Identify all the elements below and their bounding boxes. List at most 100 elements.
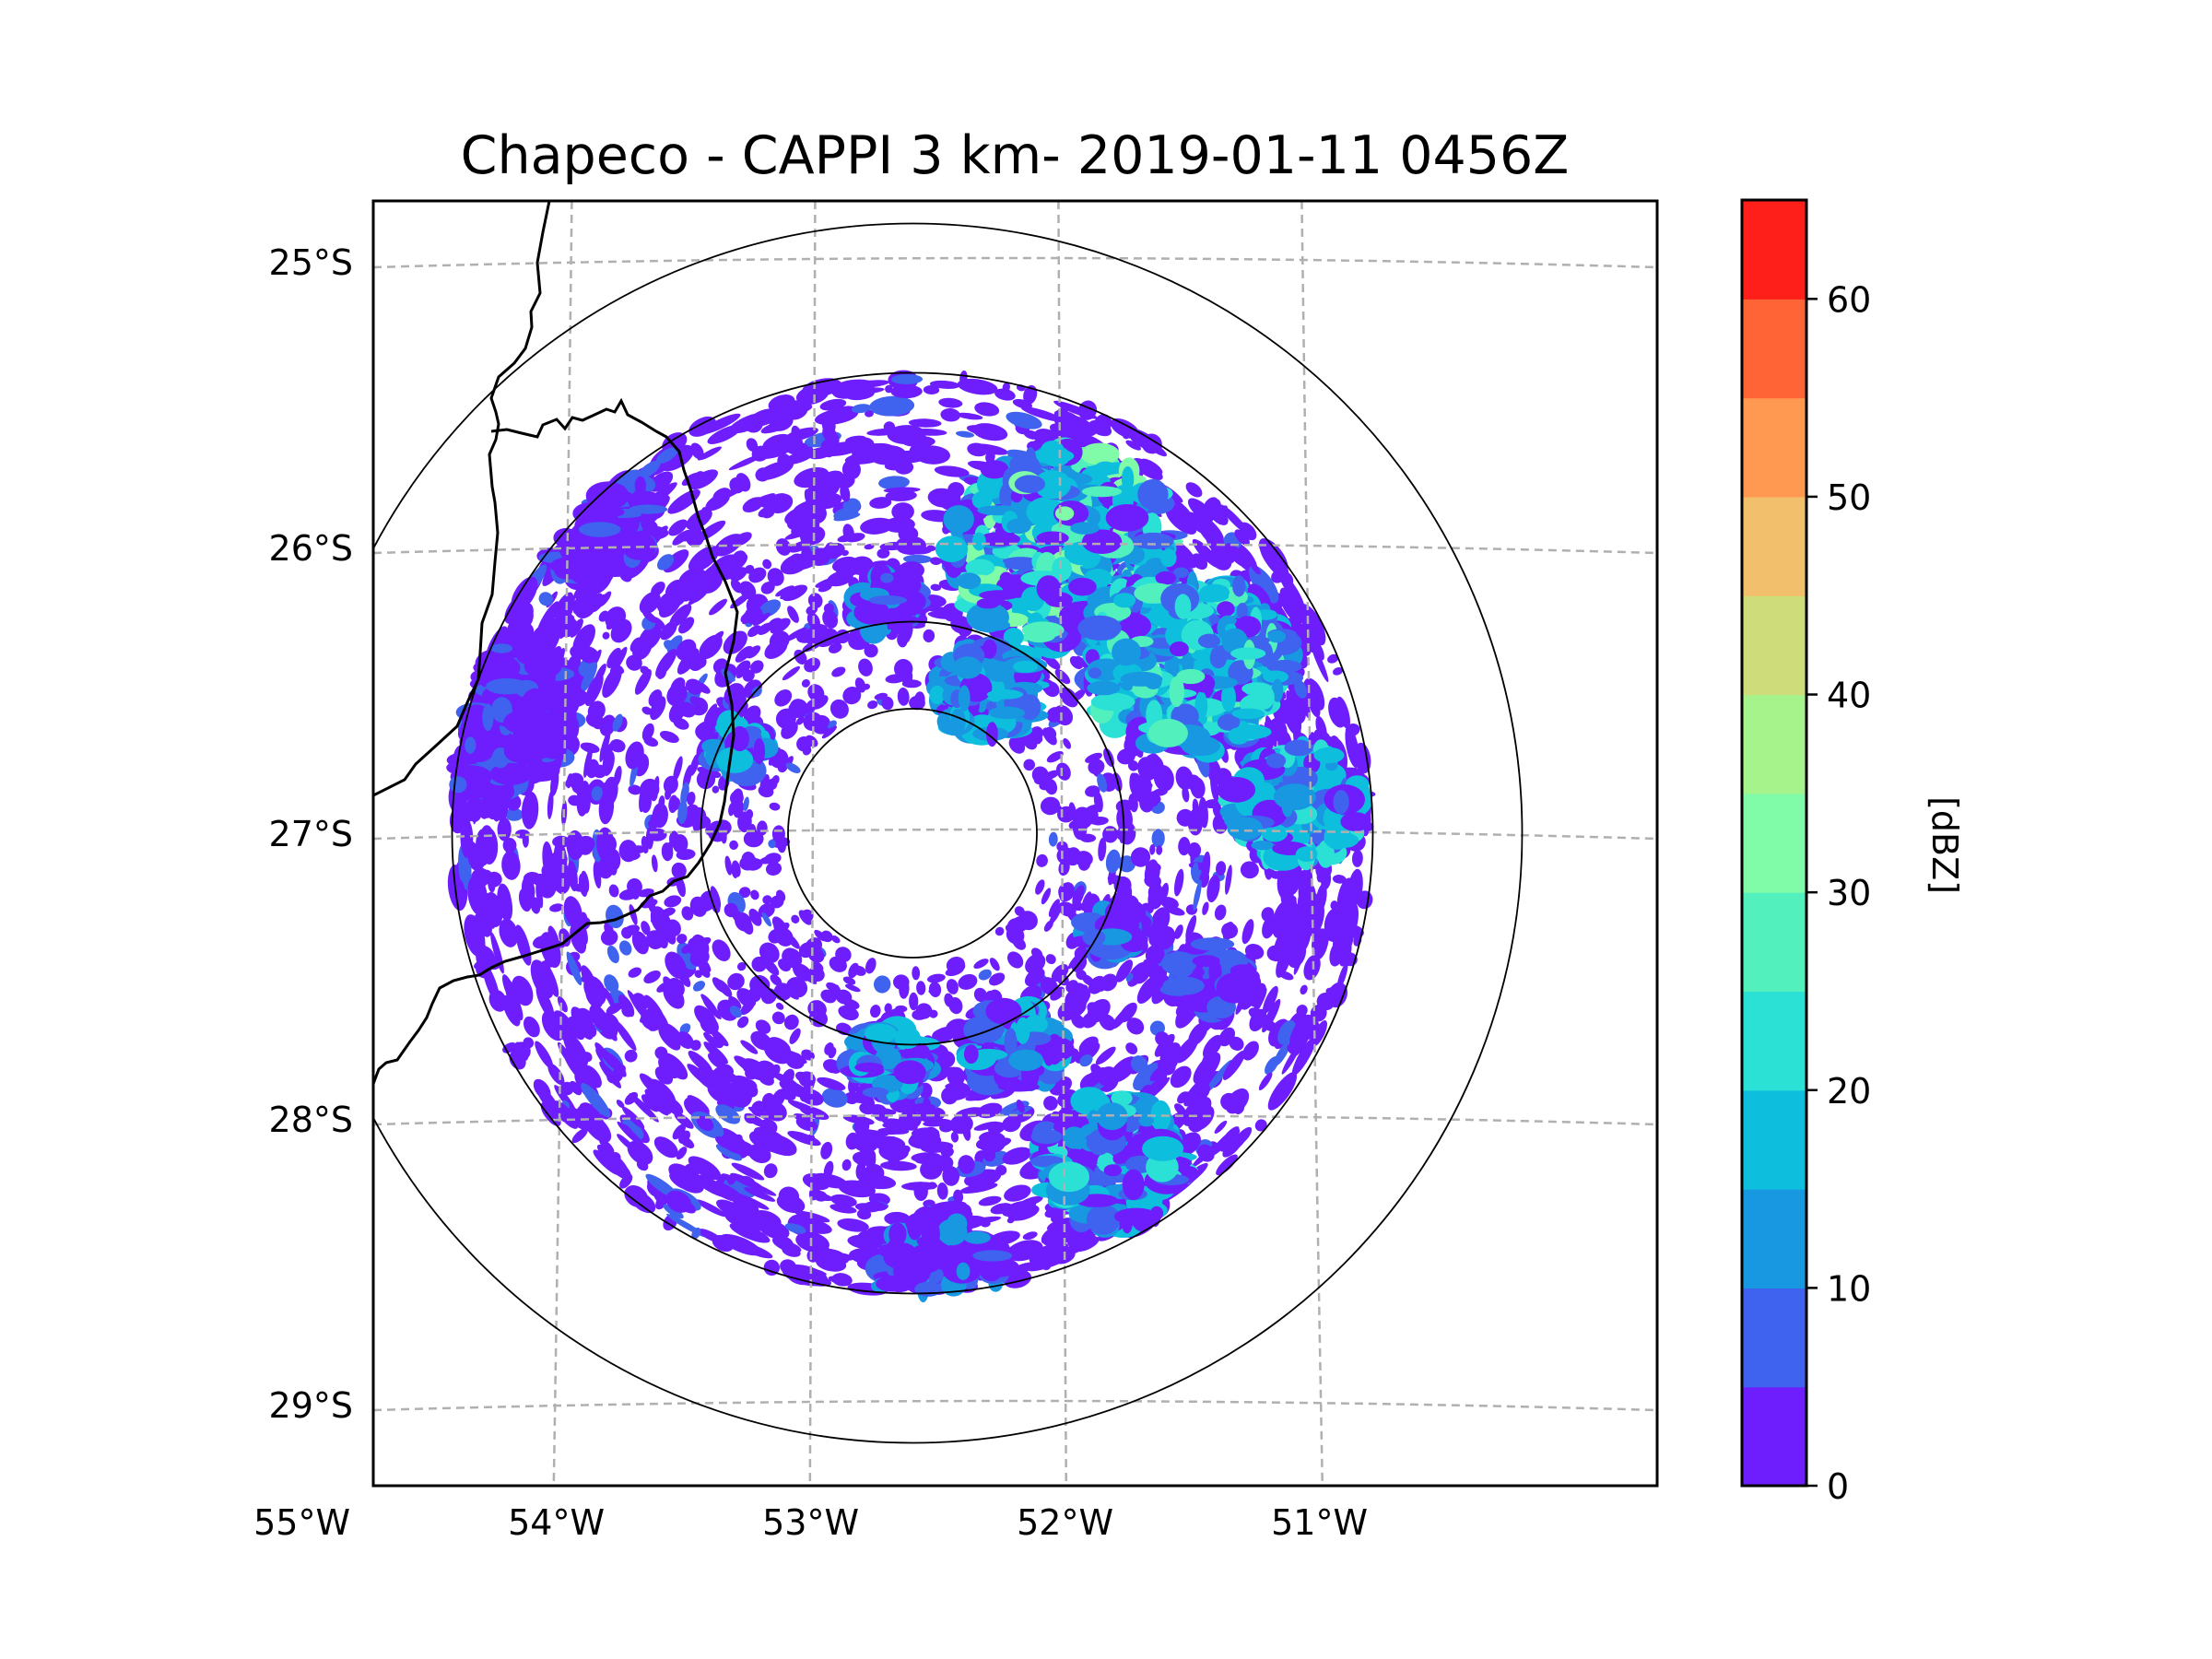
echo-speckle — [909, 695, 925, 711]
echo-speckle — [1079, 833, 1097, 843]
echo-speckle — [604, 974, 619, 994]
colorbar-tick-label: 30 — [1827, 873, 1871, 913]
echo-speckle — [759, 942, 780, 964]
echo-speckle — [596, 827, 615, 862]
echo-speckle — [576, 835, 595, 853]
echo-cell — [1070, 522, 1100, 535]
echo-speckle — [715, 1104, 741, 1124]
echo-speckle — [643, 736, 659, 747]
echo-speckle — [830, 699, 849, 719]
echo-cell — [1217, 777, 1256, 803]
echo-speckle — [1327, 653, 1339, 664]
echo-cell — [1042, 1043, 1055, 1066]
echo-speckle — [1056, 841, 1068, 853]
echo-speckle — [696, 682, 711, 694]
echo-speckle — [673, 756, 683, 782]
colorbar-bin — [1742, 595, 1806, 696]
echo-speckle — [1173, 868, 1184, 897]
echo-speckle — [476, 863, 485, 902]
echo-speckle — [652, 775, 660, 802]
colorbar-tick-label: 60 — [1827, 279, 1871, 320]
echo-cell — [1216, 972, 1253, 1004]
latitude-tick-label: 28°S — [269, 1100, 353, 1140]
longitude-tick-label: 54°W — [508, 1502, 605, 1543]
echo-speckle — [894, 460, 914, 475]
echo-speckle — [606, 904, 624, 929]
echo-speckle — [557, 995, 568, 1013]
echo-cell — [862, 1087, 889, 1098]
echo-speckle — [1063, 737, 1072, 749]
echo-cell — [893, 1060, 926, 1085]
echo-speckle — [1192, 1142, 1219, 1168]
echo-speckle — [750, 889, 759, 900]
echo-speckle — [559, 928, 571, 947]
echo-speckle — [581, 973, 592, 982]
echo-speckle — [817, 1077, 846, 1091]
echo-speckle — [941, 1087, 959, 1105]
echo-cell — [1087, 680, 1121, 696]
echo-speckle — [730, 579, 743, 594]
echo-speckle — [929, 380, 960, 389]
echo-speckle — [764, 639, 788, 659]
echo-speckle — [641, 706, 653, 715]
echo-speckle — [729, 1006, 742, 1018]
echo-speckle — [847, 1234, 884, 1250]
echo-speckle — [523, 1016, 540, 1038]
echo-speckle — [911, 1127, 940, 1139]
latitude-tick-label: 25°S — [269, 242, 353, 283]
echo-speckle — [877, 547, 890, 559]
echo-speckle — [1079, 1053, 1093, 1067]
echo-speckle — [746, 645, 761, 659]
echo-speckle — [1097, 1066, 1118, 1087]
echo-speckle — [774, 689, 793, 707]
echo-cell — [1112, 638, 1142, 666]
echo-speckle — [634, 669, 652, 695]
echo-speckle — [698, 1229, 723, 1243]
echo-speckle — [972, 443, 1008, 455]
echo-speckle — [946, 979, 959, 994]
echo-speckle — [509, 1050, 526, 1070]
echo-cell — [893, 1254, 932, 1287]
echo-speckle — [744, 1187, 776, 1202]
echo-speckle — [643, 994, 665, 1024]
echo-speckle — [797, 403, 813, 412]
echo-speckle — [912, 429, 947, 436]
parallel-line — [373, 256, 1657, 269]
echo-speckle — [813, 550, 830, 561]
echo-speckle — [962, 1123, 971, 1141]
echo-speckle — [762, 559, 772, 570]
echo-speckle — [927, 973, 946, 983]
echo-speckle — [1105, 849, 1121, 874]
echo-cell — [1284, 739, 1313, 757]
echo-speckle — [777, 922, 790, 933]
echo-speckle — [884, 1211, 911, 1226]
echo-speckle — [802, 746, 812, 756]
echo-speckle — [806, 699, 818, 712]
echo-speckle — [572, 624, 595, 655]
echo-cell — [943, 505, 974, 534]
echo-cell — [503, 710, 547, 735]
echo-speckle — [624, 1091, 639, 1105]
echo-speckle — [1296, 1004, 1308, 1018]
echo-cell — [1068, 577, 1097, 596]
echo-speckle — [925, 606, 951, 614]
range-ring — [787, 708, 1038, 959]
echo-speckle — [1347, 868, 1363, 907]
echo-speckle — [1303, 677, 1322, 705]
echo-speckle — [890, 373, 924, 385]
echo-speckle — [958, 1155, 975, 1174]
echo-speckle — [1055, 762, 1071, 781]
echo-speckle — [697, 446, 722, 461]
echo-speckle — [724, 568, 738, 581]
echo-speckle — [1260, 547, 1285, 579]
echo-speckle — [734, 1241, 773, 1259]
echo-speckle — [679, 1135, 695, 1148]
echo-speckle — [602, 665, 622, 699]
echo-speckle — [568, 794, 582, 806]
echo-speckle — [856, 1133, 890, 1141]
echo-speckle — [837, 1218, 869, 1232]
colorbar-tick-label: 10 — [1827, 1268, 1871, 1309]
echo-cell — [629, 504, 668, 514]
echo-speckle — [622, 924, 641, 936]
echo-speckle — [858, 1174, 897, 1190]
